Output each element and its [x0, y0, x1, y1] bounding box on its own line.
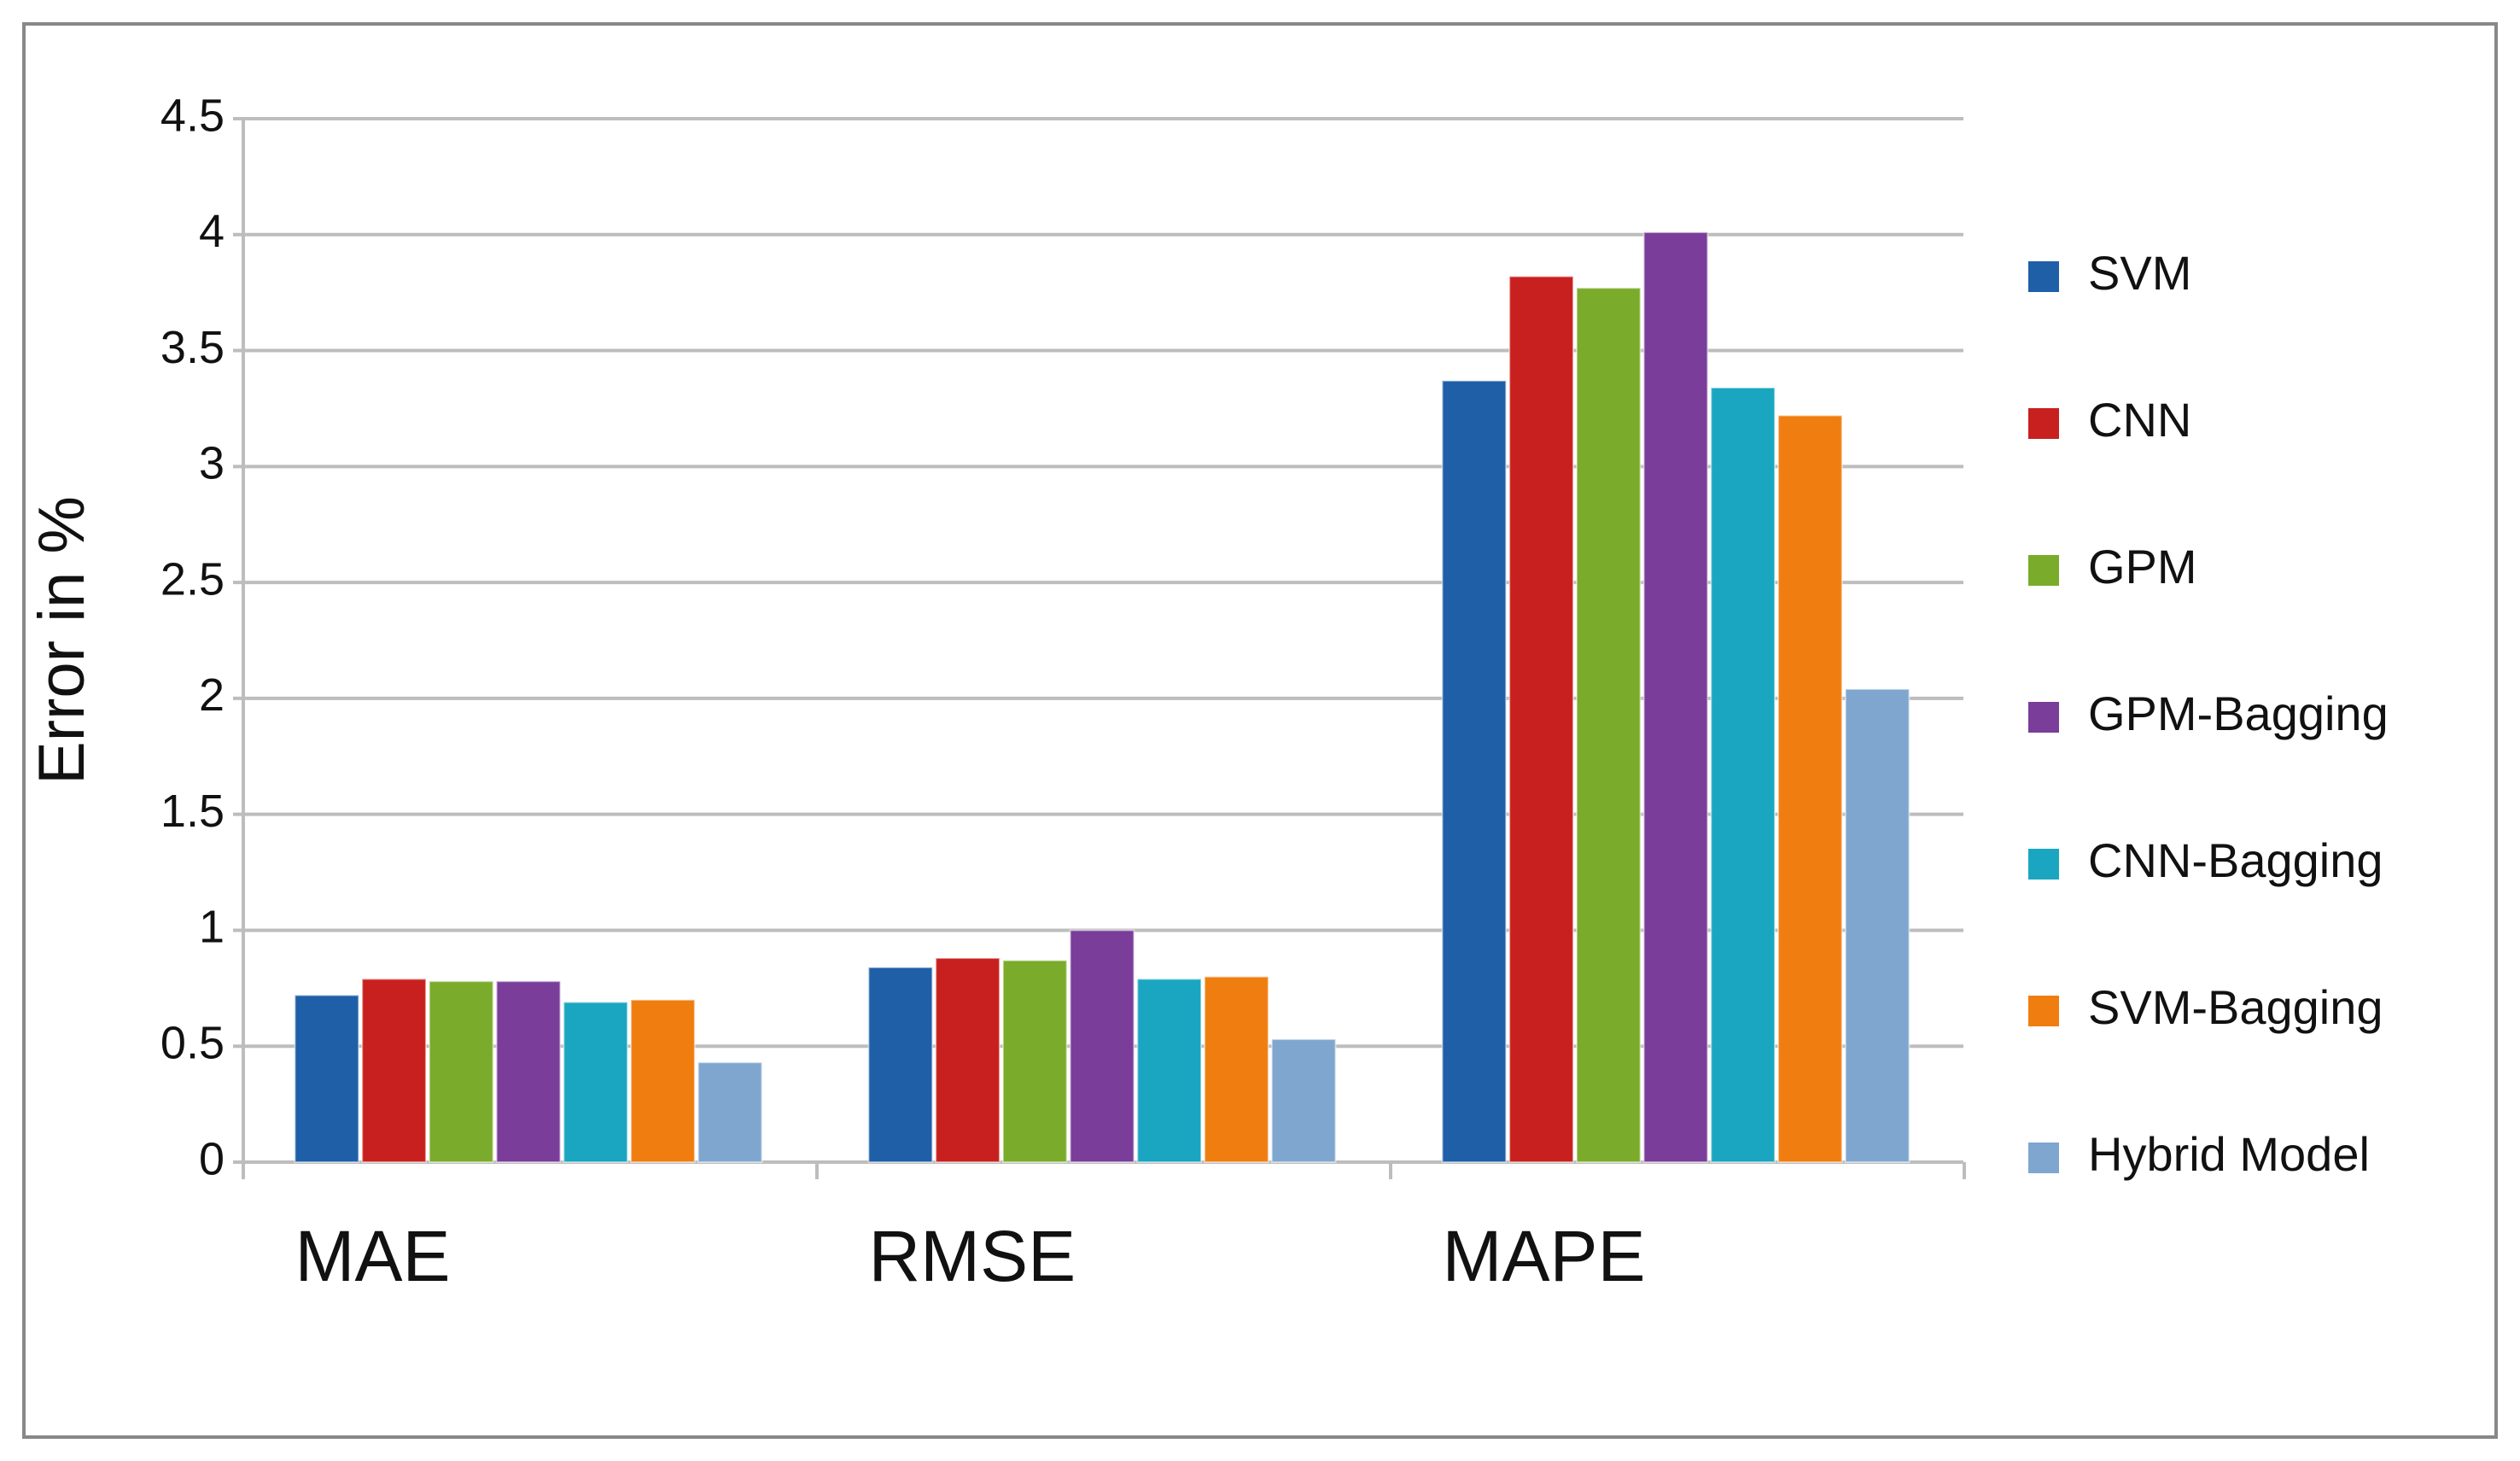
y-tick-label: 2.5 — [160, 553, 225, 605]
x-tick-label: MAPE — [1442, 1216, 1645, 1296]
legend-label: CNN — [2088, 393, 2191, 447]
bar — [1575, 287, 1642, 1164]
bar — [630, 998, 696, 1164]
x-tick-label: RMSE — [868, 1216, 1076, 1296]
legend-swatch — [2028, 996, 2059, 1026]
y-tick-label: 4.5 — [160, 90, 225, 141]
bar — [1508, 275, 1574, 1163]
legend-label: Hybrid Model — [2088, 1127, 2370, 1181]
bar — [697, 1061, 763, 1163]
bar — [1069, 929, 1135, 1163]
bar — [563, 1001, 629, 1164]
legend-swatch — [2028, 1143, 2059, 1173]
bar — [1844, 688, 1910, 1163]
legend-label: SVM-Bagging — [2088, 980, 2383, 1034]
legend-label: CNN-Bagging — [2088, 833, 2383, 887]
y-axis-label: Error in % — [26, 496, 98, 785]
bar — [1642, 231, 1709, 1163]
bar — [428, 980, 494, 1163]
bar — [1001, 959, 1068, 1164]
legend-swatch — [2028, 408, 2059, 439]
bar — [361, 978, 427, 1163]
y-tick-label: 3.5 — [160, 322, 225, 373]
y-tick-label: 1 — [199, 902, 225, 953]
legend-label: GPM-Bagging — [2088, 687, 2389, 740]
y-tick-label: 4 — [199, 206, 225, 257]
legend-label: SVM — [2088, 246, 2191, 300]
bar — [1136, 978, 1203, 1163]
bar — [867, 966, 934, 1163]
bar — [294, 994, 360, 1163]
bar — [935, 957, 1000, 1164]
bar — [1441, 379, 1508, 1163]
y-tick-label: 2 — [199, 669, 225, 721]
bar — [1710, 387, 1776, 1163]
legend-label: GPM — [2088, 540, 2197, 593]
frame — [22, 22, 2498, 1439]
bar — [1270, 1038, 1337, 1163]
bar — [495, 980, 562, 1163]
x-tick-label: MAE — [295, 1216, 450, 1296]
y-tick-label: 3 — [199, 438, 225, 489]
legend-swatch — [2028, 702, 2059, 733]
y-tick-label: 0 — [199, 1133, 225, 1184]
y-tick-label: 0.5 — [160, 1017, 225, 1068]
bar — [1777, 414, 1843, 1163]
legend-swatch — [2028, 849, 2059, 880]
legend-swatch — [2028, 261, 2059, 292]
bar — [1204, 975, 1269, 1164]
legend-swatch — [2028, 555, 2059, 586]
y-tick-label: 1.5 — [160, 786, 225, 837]
